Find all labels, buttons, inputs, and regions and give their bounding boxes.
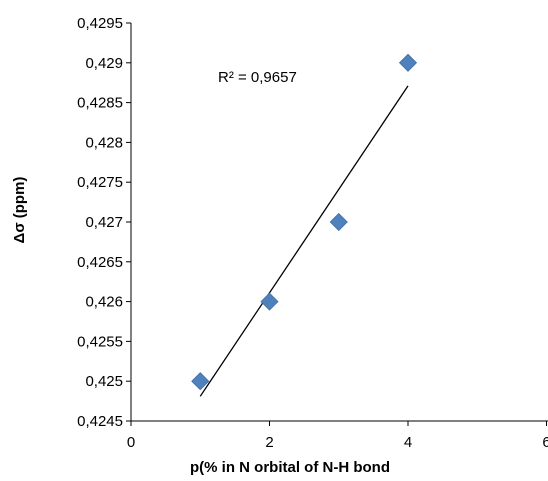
data-point	[329, 212, 348, 232]
x-tick-label: 2	[265, 434, 273, 451]
data-point	[398, 53, 418, 72]
y-tick-labels: 0,4245 0,425 0,4255 0,426 0,4265 0,427 0,4275 0…	[77, 15, 123, 430]
y-tick-label: 0,428	[85, 134, 123, 151]
x-tick-label: 0	[127, 434, 135, 451]
y-tick-label: 0,426	[85, 294, 123, 311]
y-tick-label: 0,429	[85, 55, 123, 72]
r-squared-annotation: R² = 0,9657	[218, 69, 297, 86]
data-point	[191, 372, 210, 391]
y-tick-label: 0,4245	[77, 413, 123, 430]
y-tick-label: 0,427	[85, 214, 123, 231]
y-tick-label: 0,4295	[77, 15, 123, 32]
data-points	[191, 53, 418, 391]
trendline	[199, 85, 409, 397]
y-axis-title: Δσ (ppm)	[11, 177, 28, 244]
y-tick-label: 0,4255	[77, 333, 123, 350]
x-axis-title: p(% in N orbital of N-H bond	[190, 459, 390, 476]
y-tick-label: 0,4285	[77, 95, 123, 112]
y-tick-marks	[126, 22, 131, 422]
y-tick-label: 0,4265	[77, 254, 123, 271]
y-tick-label: 0,4275	[77, 174, 123, 191]
y-tick-label: 0,425	[85, 373, 123, 390]
x-tick-labels: 0 2 4 6	[127, 434, 548, 451]
x-tick-label: 6	[542, 434, 548, 451]
x-tick-marks	[130, 421, 547, 426]
x-tick-label: 4	[404, 434, 412, 451]
data-point	[260, 292, 279, 311]
